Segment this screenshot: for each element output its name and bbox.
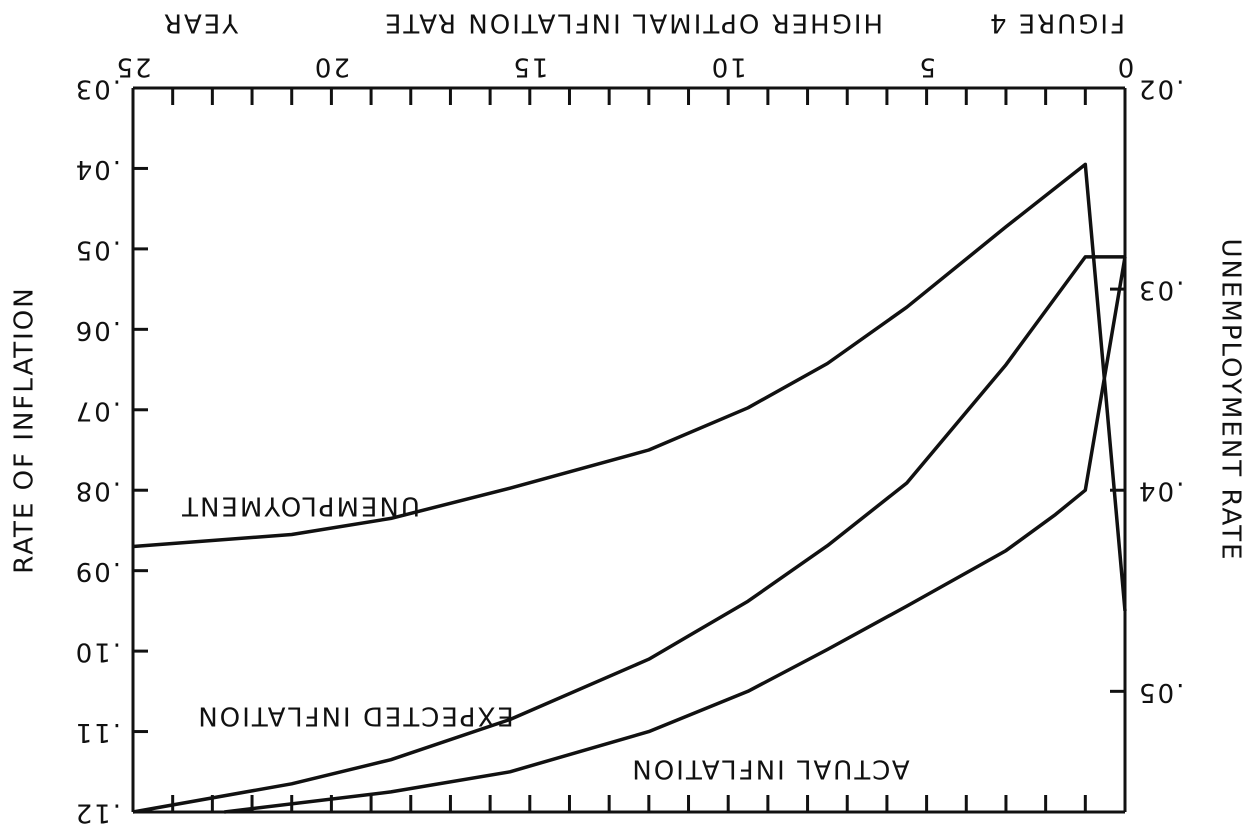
series-line bbox=[132, 255, 1125, 814]
y2-tick-label: .10 bbox=[74, 637, 121, 667]
y2-axis-title: RATE OF INFLATION bbox=[10, 286, 40, 573]
series-line bbox=[132, 162, 1127, 612]
y2-tick-label: .11 bbox=[74, 717, 121, 747]
x-tick-label: 5 bbox=[917, 52, 936, 82]
x-tick-label: 25 bbox=[114, 52, 151, 82]
y2-tick-label: .08 bbox=[74, 476, 121, 506]
chart-title: FIGURE 4 bbox=[988, 8, 1125, 38]
x-axis-title: YEAR bbox=[162, 8, 239, 38]
chart-subtitle: HIGHER OPTIMAL INFLATION RATE bbox=[383, 8, 883, 38]
x-tick-label: 10 bbox=[710, 52, 747, 82]
series-line bbox=[224, 256, 1127, 814]
y-tick-label: .05 bbox=[1137, 677, 1184, 707]
y-tick-label: .02 bbox=[1137, 74, 1184, 104]
x-tick-label: 20 bbox=[313, 52, 350, 82]
y-axis-title: UNEMPLOYMENT RATE bbox=[1216, 238, 1246, 561]
y2-tick-label: .04 bbox=[74, 154, 121, 184]
series-label: UNEMPLOYMENT bbox=[180, 491, 420, 521]
y2-tick-label: .06 bbox=[74, 315, 121, 345]
x-tick-label: 0 bbox=[1116, 52, 1135, 82]
x-tick-label: 15 bbox=[511, 52, 548, 82]
rotated-figure: 0 5 10 15 20 25 .02 .03 .04 .05 .03 .04 .05 .06 .07 .08… bbox=[10, 8, 1246, 824]
y2-tick-label: .12 bbox=[74, 798, 121, 824]
y-tick-label: .04 bbox=[1137, 476, 1184, 506]
y2-tick-label: .03 bbox=[74, 74, 121, 104]
y2-tick-label: .07 bbox=[74, 395, 121, 425]
series-label: ACTUAL INFLATION bbox=[630, 754, 909, 784]
y-tick-label: .03 bbox=[1137, 275, 1184, 305]
y2-tick-label: .05 bbox=[74, 234, 121, 264]
series-label: EXPECTED INFLATION bbox=[196, 701, 513, 731]
y2-tick-label: .09 bbox=[74, 556, 121, 586]
